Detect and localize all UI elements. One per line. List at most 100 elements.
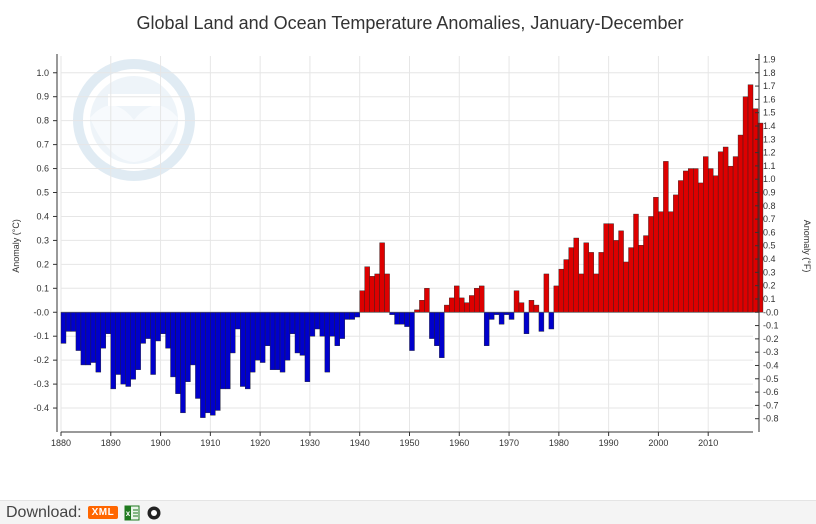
- bar-2013: [722, 146, 729, 313]
- bar-1976: [538, 312, 545, 332]
- bar-1901: [165, 312, 171, 349]
- x-tick-label: 1940: [350, 438, 370, 448]
- y-tick-label-left: 0.5: [36, 188, 49, 198]
- bar-1961: [464, 302, 470, 313]
- download-bar: Download: XML x: [0, 500, 816, 524]
- x-tick-label: 1880: [51, 438, 71, 448]
- bar-1987: [593, 273, 599, 313]
- bar-1990: [608, 223, 614, 313]
- y-tick-label-right: 0.3: [763, 267, 776, 277]
- x-tick-label: 1910: [200, 438, 220, 448]
- bar-1888: [100, 312, 107, 349]
- bar-1882: [70, 312, 77, 332]
- bar-2010: [707, 168, 714, 313]
- bar-1886: [90, 312, 97, 363]
- y-tick-label-left: 0.9: [36, 92, 49, 102]
- bar-2012: [717, 151, 724, 313]
- bar-2007: [693, 168, 699, 313]
- bar-2011: [712, 175, 719, 313]
- bar-1965: [483, 312, 490, 346]
- y-tick-label-right: -0.1: [763, 321, 779, 331]
- bar-1998: [648, 216, 654, 313]
- bar-1892: [120, 312, 126, 385]
- bar-2002: [668, 211, 674, 313]
- x-tick-label: 1970: [499, 438, 519, 448]
- bar-1900: [160, 312, 166, 335]
- y-tick-label-left: -0.0: [33, 307, 49, 317]
- y-tick-label-right: -0.3: [763, 347, 779, 357]
- bar-1993: [623, 261, 629, 313]
- data-download-icon[interactable]: [146, 505, 162, 521]
- bar-1913: [225, 312, 231, 390]
- bar-1960: [459, 297, 465, 313]
- bar-1963: [474, 288, 480, 313]
- bar-1890: [110, 312, 116, 390]
- bar-1994: [628, 247, 634, 313]
- bar-1959: [454, 285, 460, 313]
- bar-1897: [145, 312, 151, 339]
- xml-download-button[interactable]: XML: [87, 506, 119, 519]
- bar-1916: [240, 312, 246, 387]
- chart-svg: Global Land and Ocean Temperature Anomal…: [11, 13, 812, 448]
- bar-1919: [254, 312, 261, 361]
- bar-1947: [394, 312, 400, 325]
- bar-1881: [65, 312, 72, 332]
- y-tick-label-right: 0.7: [763, 214, 776, 224]
- y-axis-label-right: Anomaly (°F): [802, 220, 812, 273]
- bar-1975: [533, 304, 540, 313]
- x-tick-label: 1920: [250, 438, 270, 448]
- bar-1927: [294, 312, 301, 354]
- bar-1996: [638, 244, 644, 313]
- bar-1934: [329, 312, 336, 337]
- bar-1930: [309, 312, 316, 337]
- bar-1979: [553, 285, 560, 313]
- bar-1893: [125, 312, 131, 387]
- bar-2004: [678, 180, 684, 313]
- bars: [60, 84, 764, 418]
- bar-1931: [314, 312, 321, 330]
- y-tick-label-right: 0.2: [763, 281, 776, 291]
- bar-1929: [304, 312, 311, 382]
- x-tick-label: 1890: [101, 438, 121, 448]
- y-tick-label-left: 0.7: [36, 140, 49, 150]
- excel-download-icon[interactable]: x: [124, 505, 140, 521]
- bar-1925: [284, 312, 291, 361]
- bar-1962: [469, 295, 475, 313]
- bar-2017: [742, 96, 749, 313]
- y-tick-label-right: 0.8: [763, 201, 776, 211]
- bar-1943: [374, 273, 380, 313]
- bar-2005: [683, 170, 689, 313]
- chart: Global Land and Ocean Temperature Anomal…: [11, 13, 812, 448]
- bar-1923: [274, 312, 281, 370]
- y-tick-label-left: 0.8: [36, 116, 49, 126]
- y-tick-label-right: 0.4: [763, 254, 776, 264]
- bar-1932: [319, 312, 326, 337]
- bar-1911: [215, 312, 221, 411]
- bar-1978: [548, 312, 555, 330]
- bar-1982: [568, 247, 574, 313]
- bar-1948: [399, 312, 405, 325]
- bar-1945: [384, 273, 390, 313]
- bar-2018: [747, 84, 754, 313]
- bar-1910: [210, 312, 216, 416]
- y-tick-label-left: 0.6: [36, 164, 49, 174]
- bar-1991: [613, 240, 619, 313]
- bar-2016: [737, 134, 744, 313]
- bar-1974: [528, 300, 535, 313]
- bar-1889: [105, 312, 111, 335]
- y-tick-label-right: 1.7: [763, 81, 776, 91]
- bar-2009: [703, 156, 709, 313]
- bar-1887: [95, 312, 102, 373]
- bar-1891: [115, 312, 121, 375]
- bar-1880: [60, 312, 67, 344]
- bar-1980: [558, 268, 565, 313]
- bar-1988: [598, 252, 604, 313]
- bar-1989: [603, 223, 609, 313]
- bar-2000: [658, 211, 664, 313]
- y-tick-label-right: 0.1: [763, 294, 776, 304]
- bar-1918: [249, 312, 256, 373]
- y-tick-label-right: 0.6: [763, 227, 776, 237]
- y-tick-label-right: 0.5: [763, 241, 776, 251]
- bar-1956: [439, 312, 445, 358]
- bar-1970: [508, 312, 515, 320]
